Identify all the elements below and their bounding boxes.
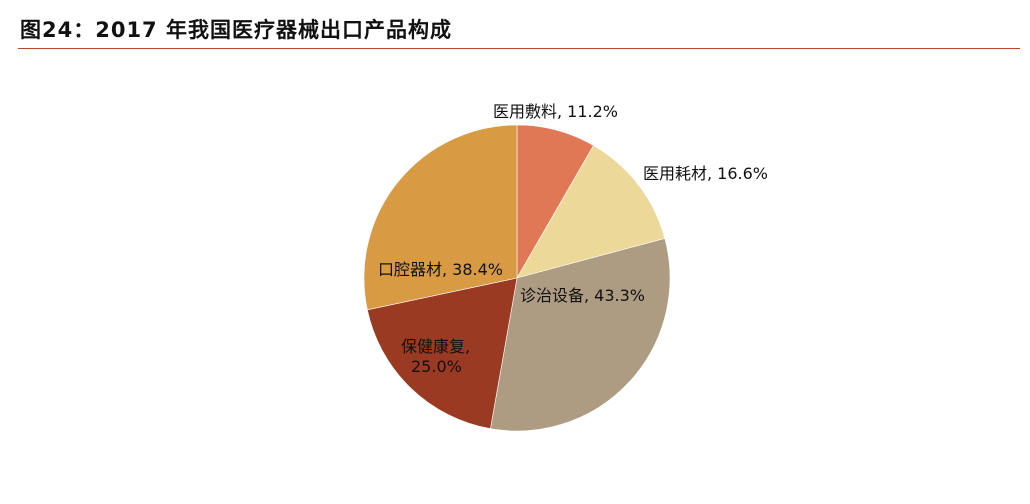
label-rehab-line1: 保健康复, (401, 337, 471, 356)
label-dressings: 医用敷料, 11.2% (493, 102, 619, 121)
title-divider (18, 48, 1020, 49)
label-rehab-line2: 25.0% (411, 357, 462, 376)
label-consumables: 医用耗材, 16.6% (643, 164, 769, 183)
pie-slice-2 (490, 238, 671, 432)
label-diagnostic-equipment: 诊治设备, 43.3% (520, 286, 646, 305)
pie-slice-1 (516, 145, 666, 279)
pie-slice-3 (366, 277, 518, 430)
chart-title: 图24：2017 年我国医疗器械出口产品构成 (20, 18, 452, 42)
label-dental: 口腔器材, 38.4% (378, 260, 504, 279)
pie-slice-4 (363, 124, 518, 311)
